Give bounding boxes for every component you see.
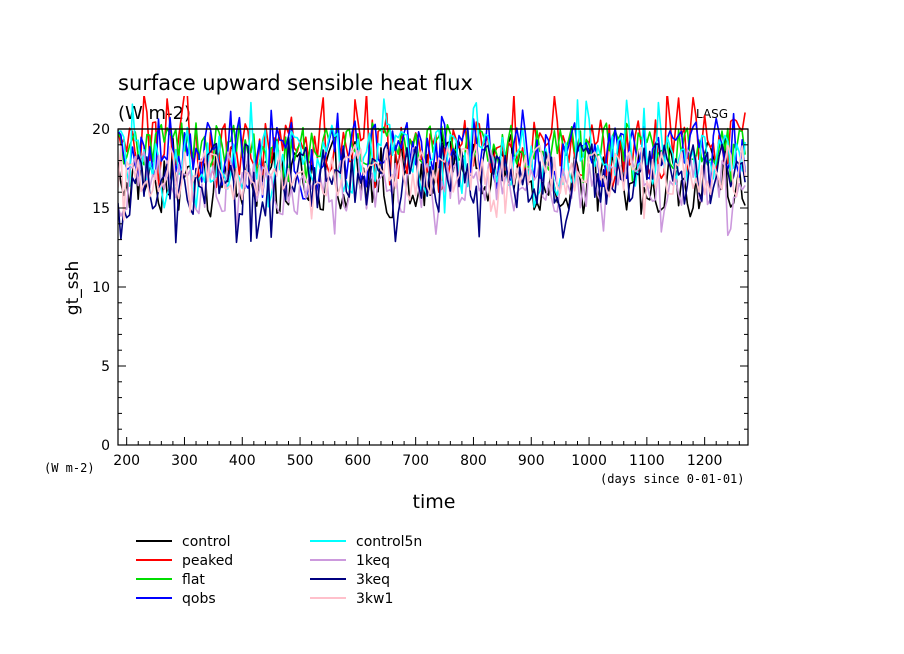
y-tick-label: 10: [92, 280, 110, 296]
x-tick-label: 1200: [687, 453, 723, 469]
y-axis: 0 5 10 15 20: [92, 122, 748, 454]
x-tick-label: 900: [518, 453, 545, 469]
y-tick-label: 20: [92, 122, 110, 138]
x-tick-label: 1000: [571, 453, 607, 469]
x-tick-label: 600: [344, 453, 371, 469]
series-line-1keq: [118, 147, 746, 237]
series-line-flat: [118, 122, 746, 184]
x-tick-label: 400: [229, 453, 256, 469]
y-tick-label: 5: [101, 359, 110, 375]
legend-label-control5n: control5n: [356, 534, 422, 550]
chart-units: (W m-2): [118, 103, 191, 124]
legend-label-flat: flat: [182, 572, 205, 588]
y-tick-label: 15: [92, 201, 110, 217]
legend-label-1keq: 1keq: [356, 553, 390, 569]
watermark-label: LASG: [696, 107, 728, 121]
x-axis-label: time: [413, 491, 456, 513]
legend-label-control: control: [182, 534, 231, 550]
y-unit-label: (W m-2): [44, 461, 95, 475]
legend: control peaked flat qobs control5n 1keq 3keq 3k…: [136, 534, 422, 607]
legend-label-3kw1: 3kw1: [356, 591, 393, 607]
y-axis-label: gt_ssh: [63, 261, 83, 315]
y-tick-label: 0: [101, 438, 110, 454]
series-layer: [118, 96, 746, 244]
x-tick-label: 500: [287, 453, 314, 469]
x-axis: 200 300 400 500 600 700 800 900 1000 1100 1200: [113, 437, 740, 469]
x-tick-label: 300: [171, 453, 198, 469]
series-line-3kw1: [118, 144, 746, 221]
x-tick-label: 1100: [629, 453, 665, 469]
x-tick-label: 200: [113, 453, 140, 469]
x-unit-label: (days since 0-01-01): [600, 472, 745, 486]
legend-label-peaked: peaked: [182, 553, 233, 569]
x-tick-label: 800: [460, 453, 487, 469]
x-tick-label: 700: [402, 453, 429, 469]
chart-title: surface upward sensible heat flux: [118, 71, 473, 95]
legend-label-qobs: qobs: [182, 591, 216, 607]
legend-label-3keq: 3keq: [356, 572, 390, 588]
